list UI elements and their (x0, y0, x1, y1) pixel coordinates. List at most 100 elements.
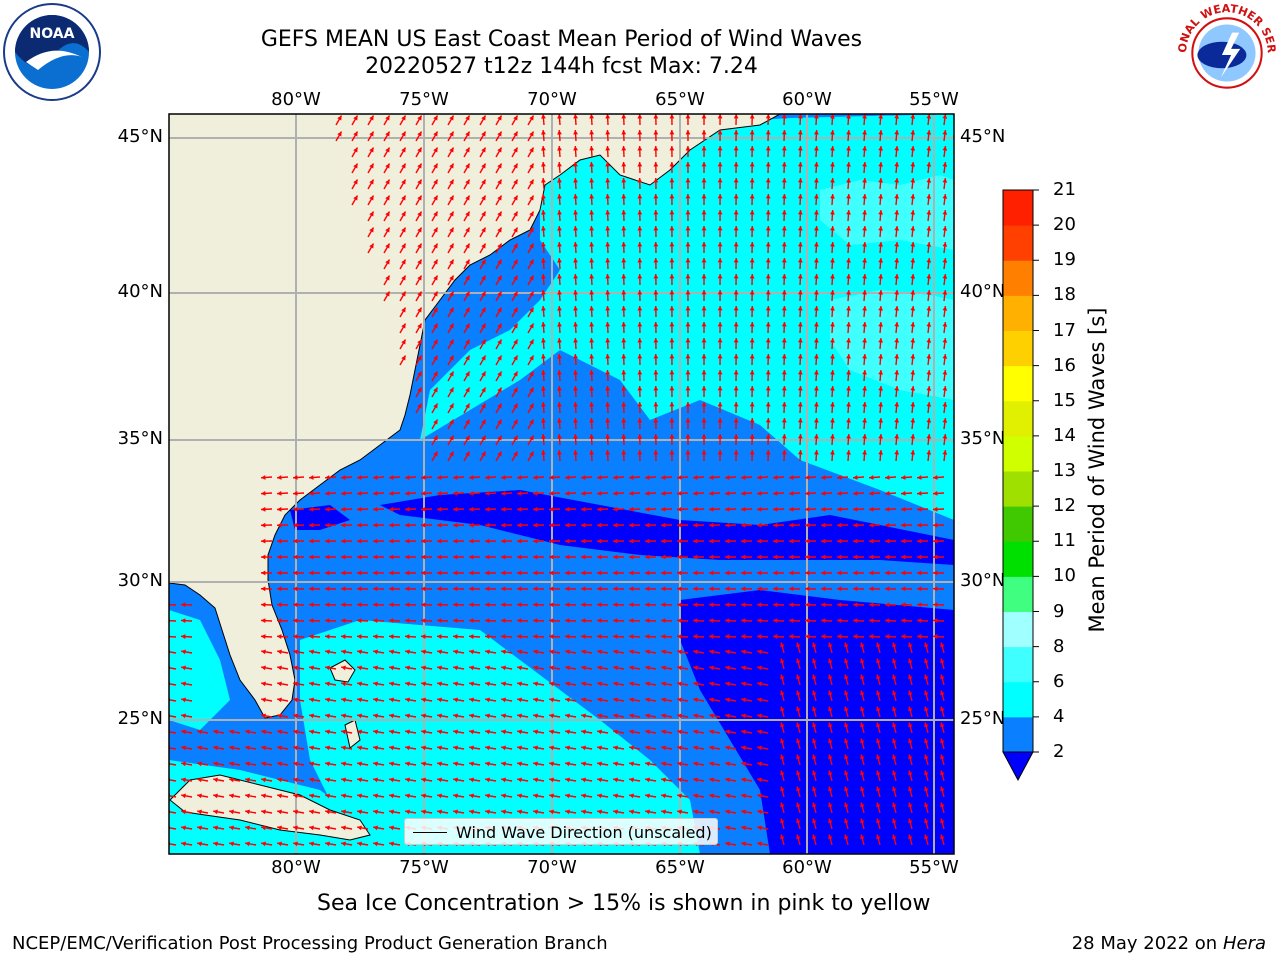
wave-direction-arrow (565, 649, 577, 655)
wave-direction-arrow (621, 129, 627, 142)
wave-direction-arrow (373, 745, 385, 751)
wave-direction-arrow (580, 538, 593, 544)
wave-direction-arrow (357, 841, 369, 847)
wave-direction-arrow (541, 273, 546, 286)
wave-direction-arrow (765, 337, 771, 350)
wave-direction-arrow (843, 690, 849, 702)
wave-direction-arrow (431, 323, 439, 334)
wave-direction-arrow (500, 522, 513, 528)
wave-direction-arrow (340, 522, 353, 528)
wave-direction-arrow (511, 179, 519, 190)
wave-direction-arrow (532, 634, 545, 639)
wave-direction-arrow (788, 602, 801, 608)
wave-direction-arrow (717, 257, 723, 270)
wave-direction-arrow (340, 602, 353, 608)
wave-direction-arrow (527, 275, 535, 286)
lat-label-left-45n: 45°N (117, 126, 163, 147)
wave-direction-arrow (811, 706, 817, 718)
wave-direction-arrow (740, 506, 753, 512)
wave-direction-arrow (868, 602, 881, 608)
wave-direction-arrow (637, 177, 643, 190)
wave-direction-arrow (468, 570, 481, 576)
wave-direction-arrow (277, 793, 289, 799)
wave-direction-arrow (884, 538, 897, 544)
wave-direction-arrow (573, 241, 578, 254)
wave-direction-arrow (463, 195, 471, 206)
wave-direction-arrow (463, 339, 471, 350)
wave-direction-arrow (644, 554, 657, 560)
wave-direction-arrow (878, 129, 884, 142)
wave-direction-arrow (511, 387, 519, 398)
wave-direction-arrow (660, 634, 673, 639)
wave-direction-arrow (420, 586, 433, 592)
wave-direction-arrow (795, 834, 801, 846)
wave-direction-arrow (907, 738, 913, 750)
wave-direction-arrow (357, 809, 369, 815)
wave-direction-arrow (797, 241, 803, 254)
wave-direction-arrow (557, 417, 562, 430)
wave-direction-arrow (942, 274, 948, 286)
wave-direction-arrow (605, 193, 611, 206)
wave-direction-arrow (621, 305, 627, 318)
wave-direction-arrow (862, 449, 867, 462)
wave-direction-arrow (846, 417, 851, 430)
wave-direction-arrow (511, 323, 519, 334)
wave-direction-arrow (653, 225, 659, 238)
wave-direction-arrow (629, 777, 641, 783)
wave-direction-arrow (292, 475, 305, 480)
wave-direction-arrow (468, 586, 481, 592)
wave-direction-arrow (431, 195, 439, 206)
wave-direction-arrow (660, 538, 673, 544)
wave-direction-arrow (629, 649, 641, 655)
wave-direction-arrow (900, 554, 913, 560)
wave-direction-arrow (797, 273, 803, 286)
wave-direction-arrow (701, 369, 707, 382)
wave-direction-arrow (862, 114, 867, 126)
vector-legend-label: Wind Wave Direction (unscaled) (456, 823, 712, 842)
machine-name: Hera (1222, 933, 1266, 954)
wave-direction-arrow (669, 385, 675, 398)
wave-direction-arrow (836, 522, 849, 528)
wave-direction-arrow (669, 225, 675, 238)
wave-direction-arrow (923, 706, 929, 718)
wave-direction-arrow (229, 761, 241, 767)
wave-direction-arrow (781, 433, 787, 446)
wave-direction-arrow (772, 554, 785, 560)
wave-direction-arrow (830, 145, 835, 158)
wave-direction-arrow (181, 793, 193, 799)
lon-label-top-60w: 60°W (782, 89, 832, 110)
wave-direction-arrow (779, 658, 785, 670)
wave-direction-arrow (485, 665, 497, 671)
wave-direction-arrow (500, 618, 513, 624)
wave-direction-arrow (692, 554, 705, 560)
wave-direction-arrow (541, 129, 546, 142)
wave-direction-arrow (605, 177, 611, 190)
wave-direction-arrow (757, 841, 769, 847)
wave-direction-arrow (820, 570, 833, 576)
wave-direction-arrow (404, 506, 417, 512)
lat-label-right-30n: 30°N (960, 570, 1006, 591)
wave-direction-arrow (830, 321, 835, 334)
wave-direction-arrow (293, 681, 305, 687)
wave-direction-arrow (389, 681, 401, 687)
wave-direction-arrow (830, 433, 835, 446)
wave-direction-arrow (669, 401, 675, 414)
wave-direction-arrow (495, 195, 503, 206)
colorbar-bin (1003, 611, 1033, 648)
wave-direction-arrow (548, 490, 561, 496)
wave-direction-arrow (859, 722, 865, 734)
wave-direction-arrow (926, 385, 932, 398)
wave-direction-arrow (916, 538, 929, 544)
wave-direction-arrow (701, 321, 707, 334)
wave-direction-arrow (421, 745, 433, 751)
wave-direction-arrow (669, 369, 675, 382)
wave-direction-arrow (573, 369, 578, 382)
wave-direction-arrow (452, 570, 465, 576)
wave-direction-arrow (605, 129, 611, 142)
wave-direction-arrow (260, 602, 273, 608)
wave-direction-arrow (605, 145, 611, 158)
wave-direction-arrow (701, 353, 707, 366)
wave-direction-arrow (741, 681, 753, 687)
wave-direction-arrow (565, 681, 577, 687)
wave-direction-arrow (557, 241, 562, 254)
